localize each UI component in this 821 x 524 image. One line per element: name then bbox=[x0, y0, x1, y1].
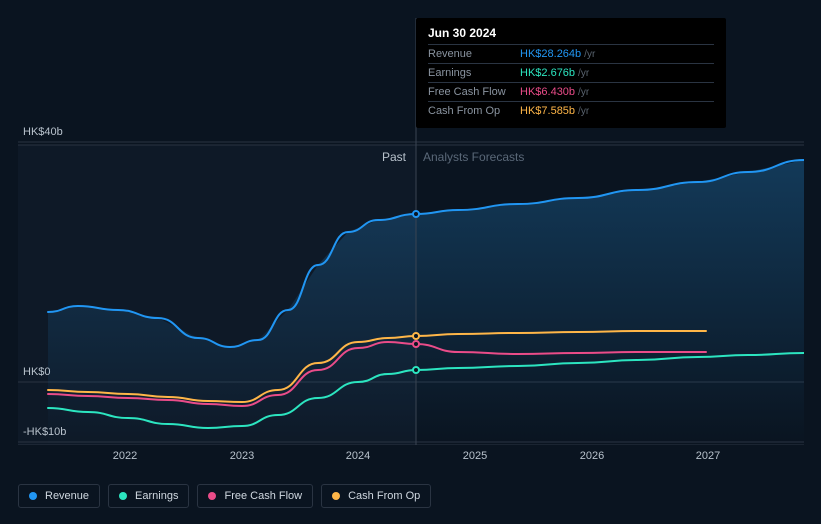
series-marker bbox=[412, 366, 420, 374]
chart-container: Past Analysts Forecasts Jun 30 2024 Reve… bbox=[18, 0, 804, 445]
tooltip-row-label: Free Cash Flow bbox=[428, 86, 520, 98]
legend-item-free-cash-flow[interactable]: Free Cash Flow bbox=[197, 484, 313, 508]
tooltip-row: Free Cash FlowHK$6.430b/yr bbox=[428, 82, 714, 101]
tooltip-row-label: Cash From Op bbox=[428, 105, 520, 117]
tooltip-row-value: HK$2.676b bbox=[520, 67, 575, 79]
y-axis-label: HK$0 bbox=[23, 366, 51, 378]
tooltip-row-label: Earnings bbox=[428, 67, 520, 79]
tooltip-title: Jun 30 2024 bbox=[428, 26, 714, 44]
tooltip-row-unit: /yr bbox=[578, 87, 589, 98]
forecast-section-label: Analysts Forecasts bbox=[423, 150, 524, 164]
legend-label: Earnings bbox=[135, 490, 178, 502]
legend-item-earnings[interactable]: Earnings bbox=[108, 484, 189, 508]
x-axis-label: 2027 bbox=[696, 450, 720, 462]
tooltip-row-value: HK$7.585b bbox=[520, 105, 575, 117]
tooltip-row: EarningsHK$2.676b/yr bbox=[428, 63, 714, 82]
tooltip-row-unit: /yr bbox=[584, 49, 595, 60]
y-axis-label: HK$40b bbox=[23, 126, 63, 138]
past-section-label: Past bbox=[382, 150, 406, 164]
legend-label: Cash From Op bbox=[348, 490, 420, 502]
x-axis-label: 2024 bbox=[346, 450, 370, 462]
tooltip-row-unit: /yr bbox=[578, 106, 589, 117]
tooltip-row-label: Revenue bbox=[428, 48, 520, 60]
legend-label: Revenue bbox=[45, 490, 89, 502]
legend-dot-icon bbox=[332, 492, 340, 500]
legend-dot-icon bbox=[119, 492, 127, 500]
tooltip-row-value: HK$28.264b bbox=[520, 48, 581, 60]
tooltip-rows: RevenueHK$28.264b/yrEarningsHK$2.676b/yr… bbox=[428, 44, 714, 120]
series-marker bbox=[412, 210, 420, 218]
legend-dot-icon bbox=[29, 492, 37, 500]
series-marker bbox=[412, 340, 420, 348]
legend-item-revenue[interactable]: Revenue bbox=[18, 484, 100, 508]
x-axis-label: 2022 bbox=[113, 450, 137, 462]
x-axis-label: 2023 bbox=[230, 450, 254, 462]
legend-item-cash-from-op[interactable]: Cash From Op bbox=[321, 484, 431, 508]
legend-dot-icon bbox=[208, 492, 216, 500]
x-axis-label: 2025 bbox=[463, 450, 487, 462]
tooltip-row-unit: /yr bbox=[578, 68, 589, 79]
x-axis-label: 2026 bbox=[580, 450, 604, 462]
chart-legend: Revenue Earnings Free Cash Flow Cash From O… bbox=[18, 484, 431, 508]
tooltip-row: Cash From OpHK$7.585b/yr bbox=[428, 101, 714, 120]
y-axis-label: -HK$10b bbox=[23, 426, 66, 438]
tooltip-row: RevenueHK$28.264b/yr bbox=[428, 44, 714, 63]
legend-label: Free Cash Flow bbox=[224, 490, 302, 502]
series-marker bbox=[412, 332, 420, 340]
tooltip-row-value: HK$6.430b bbox=[520, 86, 575, 98]
chart-tooltip: Jun 30 2024 RevenueHK$28.264b/yrEarnings… bbox=[416, 18, 726, 128]
